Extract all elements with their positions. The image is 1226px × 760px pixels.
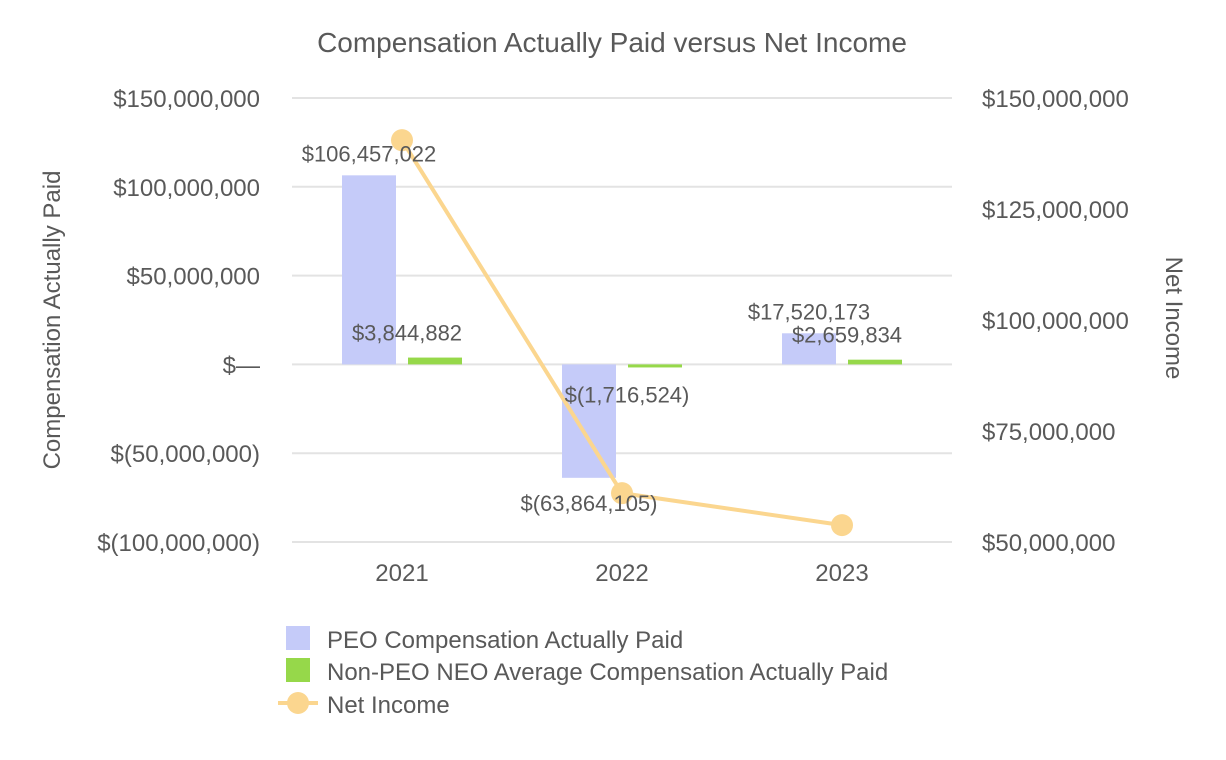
bar-non-peo bbox=[628, 364, 682, 368]
gridlines bbox=[292, 97, 952, 543]
legend-label: Net Income bbox=[327, 692, 450, 719]
legend-swatch bbox=[286, 626, 310, 650]
legend-swatch bbox=[286, 658, 310, 682]
x-tick-label: 2022 bbox=[595, 560, 648, 587]
y-tick-label-left: $50,000,000 bbox=[127, 264, 260, 291]
x-tick-label: 2021 bbox=[375, 560, 428, 587]
bar-series bbox=[342, 175, 902, 478]
legend-label: Non-PEO NEO Average Compensation Actuall… bbox=[327, 659, 888, 686]
y-tick-label-right: $125,000,000 bbox=[982, 197, 1129, 224]
y-axis-right-ticks: $150,000,000 $125,000,000 $100,000,000 $75,… bbox=[982, 86, 1129, 557]
data-label-peo: $106,457,022 bbox=[302, 141, 437, 166]
y-axis-left-ticks: $150,000,000 $100,000,000 $50,000,000 $— $(5… bbox=[97, 86, 260, 557]
net-income-line bbox=[400, 139, 843, 528]
legend-label: PEO Compensation Actually Paid bbox=[327, 627, 683, 654]
x-axis-ticks: 2021 2022 2023 bbox=[375, 560, 868, 587]
line-series bbox=[391, 129, 853, 537]
net-income-point bbox=[391, 129, 413, 152]
bar-peo bbox=[782, 333, 836, 365]
net-income-point bbox=[831, 514, 853, 537]
bar-non-peo bbox=[848, 359, 902, 365]
y-tick-label-left: $(100,000,000) bbox=[97, 530, 260, 557]
chart-title: Compensation Actually Paid versus Net In… bbox=[317, 27, 907, 58]
y-tick-label-right: $50,000,000 bbox=[982, 530, 1115, 557]
bar-peo bbox=[562, 364, 616, 478]
y-tick-label-right: $150,000,000 bbox=[982, 86, 1129, 113]
legend-marker bbox=[287, 692, 309, 714]
data-label-non-peo: $3,844,882 bbox=[352, 321, 462, 346]
y-tick-label-left: $100,000,000 bbox=[113, 175, 260, 202]
data-label-non-peo: $(1,716,524) bbox=[565, 382, 690, 407]
x-tick-label: 2023 bbox=[815, 560, 868, 587]
legend: PEO Compensation Actually Paid Non-PEO NE… bbox=[278, 626, 888, 719]
y-tick-label-right: $100,000,000 bbox=[982, 308, 1129, 335]
y-tick-label-right: $75,000,000 bbox=[982, 419, 1115, 446]
data-labels: $106,457,022 $(63,864,105) $17,520,173 $3,8… bbox=[302, 141, 902, 515]
y-tick-label-left: $(50,000,000) bbox=[111, 441, 260, 468]
bar-non-peo bbox=[408, 357, 462, 365]
y-axis-right-label: Net Income bbox=[1160, 257, 1187, 380]
data-label-peo: $17,520,173 bbox=[748, 299, 870, 324]
y-axis-left-label: Compensation Actually Paid bbox=[39, 171, 66, 470]
data-label-peo: $(63,864,105) bbox=[521, 491, 658, 516]
bar-peo bbox=[342, 175, 396, 365]
y-tick-label-left: $— bbox=[223, 352, 260, 379]
y-tick-label-left: $150,000,000 bbox=[113, 86, 260, 113]
net-income-point bbox=[611, 482, 633, 505]
data-label-non-peo: $2,659,834 bbox=[792, 323, 902, 348]
